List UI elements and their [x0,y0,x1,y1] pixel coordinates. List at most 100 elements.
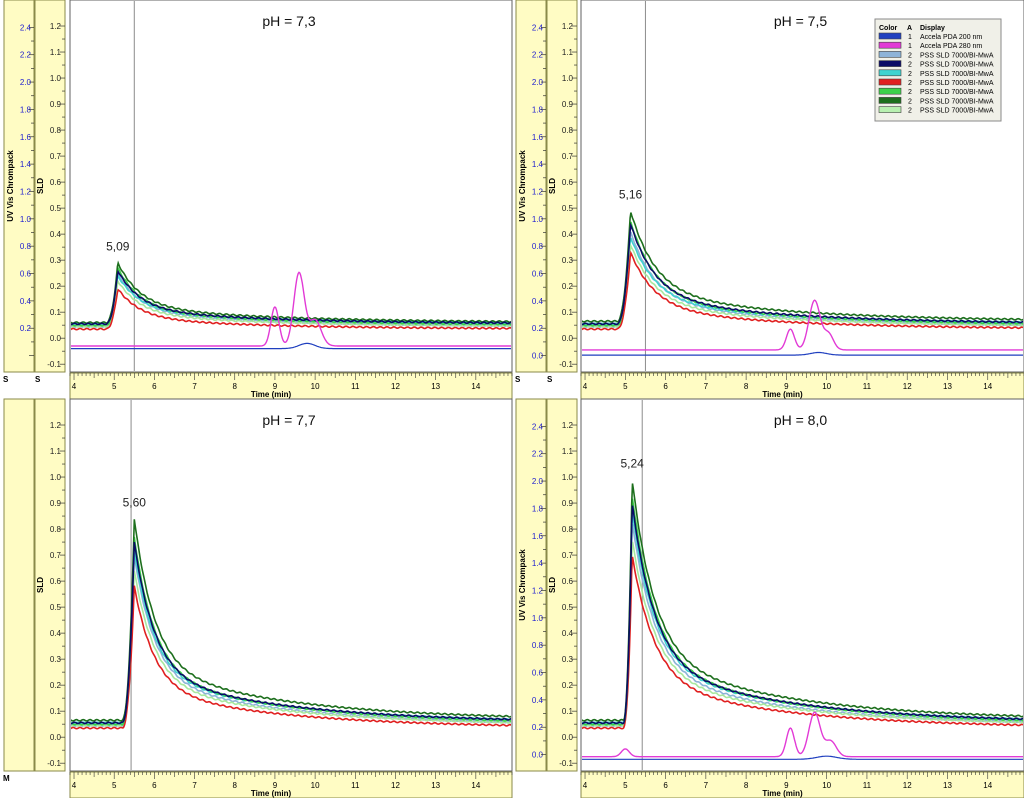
uv-tick-label: 1.8 [532,105,544,114]
sld-tick-label: 0.8 [562,525,574,534]
plot-area[interactable] [69,0,513,373]
sld-tick-label: 0.3 [50,655,62,664]
plot-area[interactable] [69,398,513,772]
x-tick-label: 12 [903,382,912,391]
chart-title: pH = 8,0 [774,412,828,428]
uv-tick-label: 2.0 [20,78,32,87]
x-tick-label: 5 [112,382,117,391]
sld-tick-label: 1.2 [562,421,574,430]
plot-area[interactable] [580,398,1024,772]
uv-tick-label: 0.4 [532,297,544,306]
uv-tick-label: 1.6 [20,133,32,142]
legend-swatch[interactable] [878,106,902,113]
uv-tick-label: 0.0 [532,352,544,361]
sld-tick-label: 0.0 [562,733,574,742]
sld-tick-label: 0.7 [50,551,62,560]
plot-lines [582,400,1023,770]
peak-retention-label: 5,16 [619,188,643,202]
legend-display: PSS SLD 7000/BI-MwA [920,71,994,78]
x-axis-title: Time (min) [251,789,292,798]
x-tick-label: 13 [943,781,952,790]
chart-title: pH = 7,3 [262,13,316,29]
legend-swatch[interactable] [878,41,902,49]
legend-swatch[interactable] [878,32,902,40]
sld-tick-label: -0.1 [47,360,61,369]
sld-series-line-4 [71,585,511,730]
sld-tick-label: 1.1 [562,447,574,456]
x-axis-strip [580,372,1024,400]
uv-tick-label: 0.6 [20,270,32,279]
uv-tick-label: 1.8 [20,105,32,114]
sld-tick-label: 0.4 [562,629,574,638]
x-tick-label: 13 [943,382,952,391]
legend-swatch[interactable] [878,51,902,58]
sld-tick-label: -0.1 [559,759,573,768]
corner-letter: M [3,774,10,783]
uv-tick-label: 0.0 [532,751,544,760]
x-axis-strip [580,771,1024,798]
peak-retention-label: 5,60 [123,496,147,510]
sld-axis-title: SLD [36,577,45,593]
sld-series-line-3 [582,541,1023,727]
x-tick-label: 11 [863,781,872,790]
uv-axis-strip [515,0,547,373]
chart-title: pH = 7,7 [262,412,316,428]
sld-tick-label: 0.2 [562,282,574,291]
uv280-series-line [582,711,1023,758]
sld-series-line-3 [582,243,1023,328]
x-tick-label: 10 [311,781,320,790]
uv-tick-label: 0.8 [532,242,544,251]
sld-series-line-6 [71,260,511,325]
uv-tick-label: 1.0 [532,614,544,623]
legend: Color A Display 1 Accela PDA 200 nm 1 Accela P… [874,18,1002,122]
sld-tick-label: 0.0 [50,733,62,742]
uv-tick-label: 2.2 [532,450,544,459]
sld-series-line-3 [71,570,511,727]
x-tick-label: 11 [863,382,872,391]
sld-series-line-7 [582,222,1023,326]
legend-swatch[interactable] [878,97,902,104]
sld-tick-label: 0.6 [50,178,62,187]
legend-axis: 1 [908,43,912,50]
chart-title: pH = 7,5 [774,13,828,29]
sld-tick-label: -0.1 [559,360,573,369]
uv-tick-label: 2.4 [532,23,544,32]
sld-series-line-7 [71,541,511,725]
x-tick-label: 7 [192,382,197,391]
uv-tick-label: 2.2 [20,51,32,60]
uv-tick-label: 0.4 [20,297,32,306]
sld-tick-label: 0.3 [50,256,62,265]
legend-swatch[interactable] [878,69,902,77]
uv-tick-label: 1.6 [532,133,544,142]
x-tick-label: 14 [983,382,992,391]
x-tick-label: 10 [311,382,320,391]
uv200-series-line [71,342,511,350]
legend-swatch[interactable] [878,87,902,95]
sld-tick-label: 0.1 [50,707,62,716]
sld-series-line-4 [582,250,1023,331]
legend-swatch[interactable] [878,78,902,86]
sld-tick-label: 0.5 [562,204,574,213]
x-tick-label: 8 [744,781,749,790]
legend-swatch[interactable] [878,60,902,67]
plot-lines [582,1,1023,371]
sld-tick-label: 0.7 [50,152,62,161]
sld-tick-label: 0.9 [50,100,62,109]
sld-tick-label: -0.1 [47,759,61,768]
legend-axis: 2 [908,80,912,87]
sld-tick-label: 0.5 [562,603,574,612]
x-axis-title: Time (min) [251,390,292,399]
corner-letter: S [515,375,521,384]
sld-axis-title: SLD [548,178,557,194]
legend-display: PSS SLD 7000/BI-MwA [920,98,994,105]
sld-tick-label: 1.2 [50,421,62,430]
x-tick-label: 9 [273,382,278,391]
uv-tick-label: 0.8 [532,641,544,650]
uv-tick-label: 0.6 [532,270,544,279]
sld-tick-label: 1.1 [50,447,62,456]
x-tick-label: 7 [704,781,709,790]
x-tick-label: 10 [822,382,831,391]
uv-tick-label: 0.4 [532,696,544,705]
sld-tick-label: 0.8 [50,525,62,534]
